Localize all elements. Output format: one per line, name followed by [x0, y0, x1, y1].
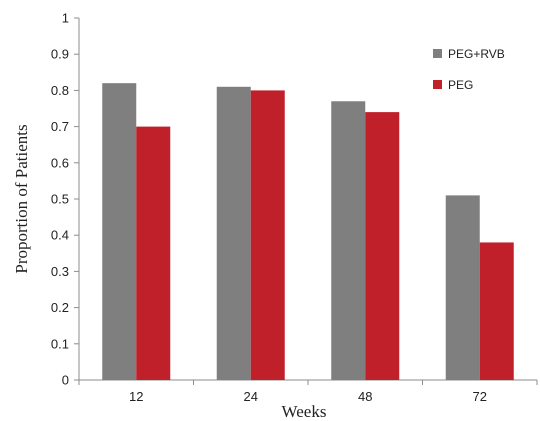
bar-peg-72 [479, 242, 514, 380]
x-axis-title: Weeks [282, 402, 327, 421]
x-tick-label: 12 [129, 389, 143, 404]
y-tick-label: 1 [62, 11, 69, 26]
y-tick-label: 0.1 [51, 336, 69, 351]
y-tick-label: 0.7 [51, 119, 69, 134]
y-tick-label: 0.9 [51, 47, 69, 62]
x-tick-label: 72 [473, 389, 487, 404]
legend-swatch [433, 80, 442, 89]
bar-peg-rvb-24 [216, 86, 251, 380]
y-tick-label: 0.2 [51, 300, 69, 315]
y-tick-label: 0.5 [51, 192, 69, 207]
bar-peg-12 [136, 126, 171, 380]
bar-peg-rvb-72 [445, 195, 480, 380]
y-tick-label: 0 [62, 373, 69, 388]
y-tick-label: 0.3 [51, 264, 69, 279]
y-tick-label: 0.4 [51, 228, 69, 243]
y-axis: 0 0.1 0.2 0.3 0.4 0.5 0.6 0.7 0.8 0.9 1 [51, 11, 80, 388]
x-axis: 12 24 48 72 [78, 379, 538, 404]
legend-swatch [433, 49, 442, 58]
bar-peg-rvb-48 [331, 101, 366, 380]
legend-label: PEG [448, 78, 473, 92]
y-tick-label: 0.6 [51, 155, 69, 170]
legend: PEG+RVB PEG [433, 47, 505, 92]
bar-peg-rvb-12 [102, 83, 137, 380]
y-axis-title: Proportion of Patients [12, 124, 31, 273]
legend-label: PEG+RVB [448, 47, 505, 61]
bars [102, 83, 514, 381]
x-tick-label: 48 [358, 389, 372, 404]
bar-peg-48 [365, 112, 400, 381]
x-tick-label: 24 [244, 389, 258, 404]
y-tick-label: 0.8 [51, 83, 69, 98]
bar-peg-24 [250, 90, 285, 381]
